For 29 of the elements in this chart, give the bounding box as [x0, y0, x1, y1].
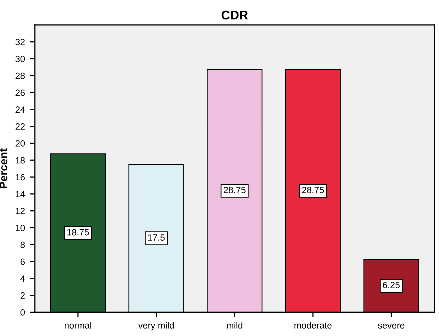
data-label: 17.5 [148, 234, 165, 241]
y-tick-label: 12 [16, 208, 25, 214]
y-axis-title: Percent [0, 148, 8, 188]
y-tick-label: 2 [20, 292, 25, 299]
data-label: 28.75 [302, 187, 324, 194]
y-tick-label: 4 [20, 276, 26, 282]
y-tick-label: 18 [16, 157, 26, 164]
y-tick-label: 20 [16, 140, 26, 147]
y-tick-label: 6 [20, 258, 25, 266]
x-tick-label: severe [378, 324, 405, 329]
y-tick-label: 22 [16, 124, 25, 130]
chart-title: CDR [222, 10, 248, 20]
data-label: 18.75 [68, 229, 90, 236]
x-tick-label: normal [65, 322, 92, 329]
data-label: 6.25 [383, 282, 400, 288]
x-tick-label: very mild [138, 322, 174, 331]
y-tick-label: 26 [16, 90, 25, 96]
x-tick-label: mild [227, 322, 243, 329]
x-tick-label: moderate [294, 322, 332, 329]
y-tick-label: 16 [16, 174, 25, 181]
y-tick-label: 30 [16, 56, 26, 62]
y-tick-label: 8 [20, 242, 26, 248]
y-tick-label: 28 [16, 72, 26, 80]
y-tick-label: 24 [16, 106, 26, 113]
y-tick-label: 0 [20, 309, 26, 316]
y-tick-label: 10 [16, 224, 26, 232]
y-tick-label: 32 [16, 39, 25, 46]
data-label: 28.75 [224, 187, 246, 194]
y-tick-label: 14 [16, 191, 26, 198]
